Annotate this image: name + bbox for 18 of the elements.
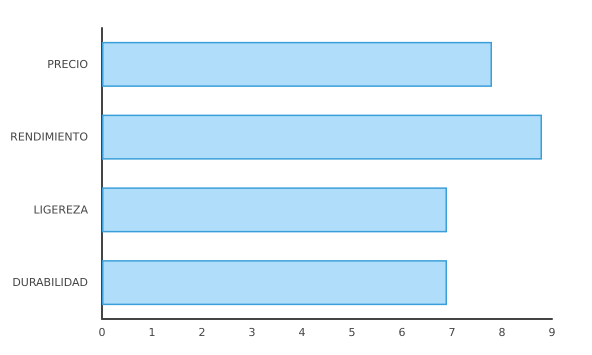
x-tick-label: 5 [348, 326, 356, 339]
x-tick-label: 1 [148, 326, 156, 339]
x-tick-label: 7 [448, 326, 456, 339]
x-tick-label: 6 [398, 326, 406, 339]
x-tick-label: 0 [98, 326, 106, 339]
bar [102, 114, 542, 160]
bar [102, 42, 492, 87]
y-tick-label: DURABILIDAD [12, 276, 88, 290]
y-tick-label: LIGEREZA [33, 203, 88, 216]
y-tick-label: PRECIO [47, 58, 88, 71]
x-tick-label: 3 [248, 326, 256, 339]
x-tick-label: 8 [498, 326, 506, 339]
x-tick-label: 2 [198, 326, 206, 339]
x-tick-label: 4 [298, 326, 306, 339]
y-tick-label: RENDIMIENTO [10, 130, 88, 144]
bar [102, 187, 447, 232]
x-tick-label: 9 [548, 326, 556, 339]
bar [102, 260, 447, 306]
